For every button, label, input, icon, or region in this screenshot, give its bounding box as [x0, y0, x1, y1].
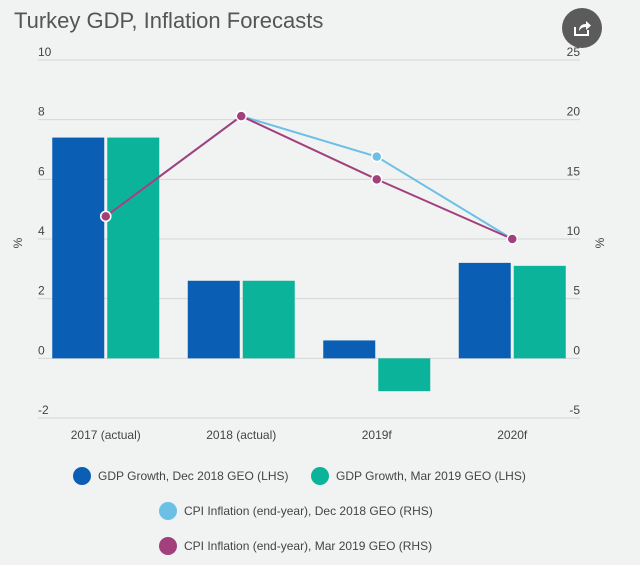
legend-item: GDP Growth, Dec 2018 GEO (LHS) [73, 467, 289, 485]
lines [100, 110, 518, 245]
legend-label: GDP Growth, Mar 2019 GEO (LHS) [336, 469, 526, 483]
left-tick-label: 6 [38, 164, 45, 178]
bar [187, 280, 240, 359]
x-tick-label: 2020f [497, 428, 528, 442]
bars [52, 137, 566, 392]
left-tick-label: 2 [38, 284, 45, 298]
bar [107, 137, 160, 359]
bar [513, 265, 566, 359]
line-point [371, 150, 383, 163]
legend-label: CPI Inflation (end-year), Dec 2018 GEO (… [184, 504, 433, 518]
legend-item: CPI Inflation (end-year), Dec 2018 GEO (… [159, 502, 433, 520]
bar [458, 262, 511, 359]
left-tick-label: 8 [38, 105, 45, 119]
share-icon [574, 21, 591, 36]
legend-item: GDP Growth, Mar 2019 GEO (LHS) [311, 467, 526, 485]
series-line [105, 114, 513, 240]
left-axis-label: % [11, 237, 25, 248]
bar [378, 358, 431, 392]
line-point [371, 173, 383, 186]
right-axis-ticks: -5 0 5 10 15 20 25 [567, 45, 581, 417]
legend-swatch [73, 467, 91, 485]
legend-label: GDP Growth, Dec 2018 GEO (LHS) [98, 469, 289, 483]
right-tick-label: 5 [573, 284, 580, 298]
left-axis-ticks: -2 0 2 4 6 8 10 [38, 45, 52, 417]
line-point [506, 233, 518, 245]
line-point [235, 110, 247, 122]
right-tick-label: 10 [567, 224, 581, 238]
x-tick-label: 2017 (actual) [71, 428, 141, 442]
bar [52, 137, 105, 359]
right-tick-label: 20 [567, 105, 581, 119]
right-tick-label: 0 [573, 343, 580, 357]
legend-item: CPI Inflation (end-year), Mar 2019 GEO (… [159, 537, 432, 555]
legend-label: CPI Inflation (end-year), Mar 2019 GEO (… [184, 539, 432, 553]
right-tick-label: -5 [569, 403, 580, 417]
bar [242, 280, 295, 359]
x-tick-label: 2019f [362, 428, 393, 442]
chart-title: Turkey GDP, Inflation Forecasts [14, 8, 324, 33]
x-tick-label: 2018 (actual) [206, 428, 276, 442]
legend-swatch [159, 502, 177, 520]
bar [323, 340, 376, 359]
right-tick-label: 25 [567, 45, 581, 59]
share-button[interactable] [562, 8, 602, 48]
series-line [105, 114, 513, 240]
legend: GDP Growth, Dec 2018 GEO (LHS) GDP Growth… [73, 467, 526, 555]
line-point [100, 210, 112, 223]
left-tick-label: -2 [38, 403, 49, 417]
left-tick-label: 4 [38, 224, 45, 238]
legend-swatch [311, 467, 329, 485]
legend-swatch [159, 537, 177, 555]
right-tick-label: 15 [567, 164, 581, 178]
left-tick-label: 10 [38, 45, 52, 59]
left-tick-label: 0 [38, 343, 45, 357]
x-axis-ticks: 2017 (actual) 2018 (actual) 2019f 2020f [71, 428, 528, 442]
right-axis-label: % [593, 237, 607, 248]
